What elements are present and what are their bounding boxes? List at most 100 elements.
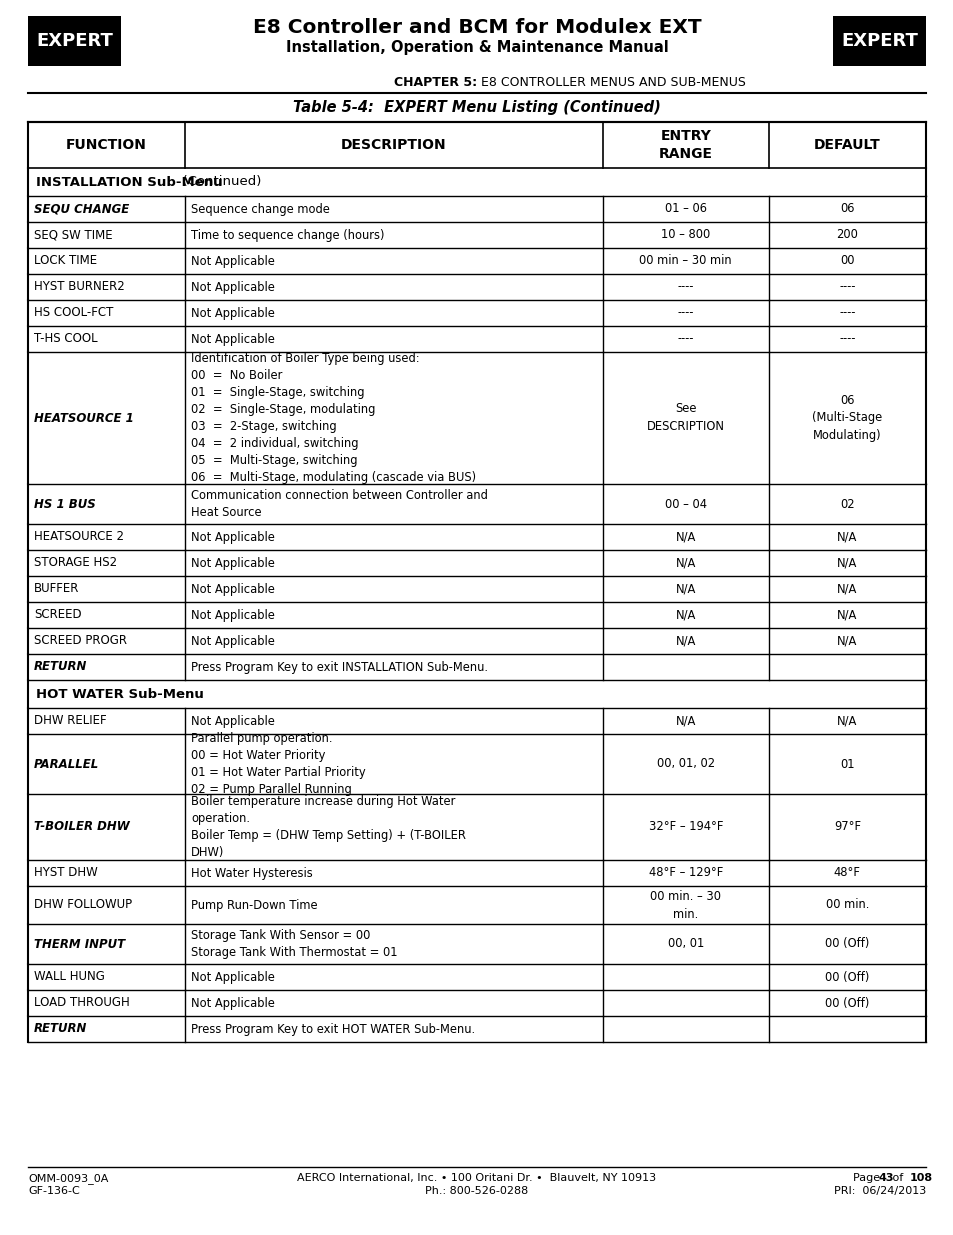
Text: Not Applicable: Not Applicable xyxy=(191,306,274,320)
Text: N/A: N/A xyxy=(675,557,696,569)
Text: N/A: N/A xyxy=(837,557,857,569)
Text: Table 5-4:  EXPERT Menu Listing (Continued): Table 5-4: EXPERT Menu Listing (Continue… xyxy=(293,100,660,115)
Text: 00 (Off): 00 (Off) xyxy=(824,997,869,1009)
Text: HS COOL-FCT: HS COOL-FCT xyxy=(34,306,113,320)
Text: 00, 01, 02: 00, 01, 02 xyxy=(656,757,714,771)
Text: ----: ---- xyxy=(839,332,855,346)
Text: Not Applicable: Not Applicable xyxy=(191,971,274,983)
Text: Ph.: 800-526-0288: Ph.: 800-526-0288 xyxy=(425,1186,528,1195)
Text: 10 – 800: 10 – 800 xyxy=(660,228,710,242)
Text: AERCO International, Inc. • 100 Oritani Dr. •  Blauvelt, NY 10913: AERCO International, Inc. • 100 Oritani … xyxy=(297,1173,656,1183)
Text: DESCRIPTION: DESCRIPTION xyxy=(341,138,446,152)
Text: Not Applicable: Not Applicable xyxy=(191,280,274,294)
Text: Not Applicable: Not Applicable xyxy=(191,715,274,727)
Text: 00, 01: 00, 01 xyxy=(667,937,703,951)
Text: CHAPTER 5:: CHAPTER 5: xyxy=(394,77,476,89)
Text: N/A: N/A xyxy=(837,715,857,727)
Text: 06
(Multi-Stage
Modulating): 06 (Multi-Stage Modulating) xyxy=(811,394,882,442)
Text: 00 min – 30 min: 00 min – 30 min xyxy=(639,254,731,268)
Text: 200: 200 xyxy=(836,228,858,242)
Text: INSTALLATION Sub-Menu: INSTALLATION Sub-Menu xyxy=(36,175,222,189)
Bar xyxy=(28,16,121,65)
Text: N/A: N/A xyxy=(675,635,696,647)
Text: EXPERT: EXPERT xyxy=(841,32,917,49)
Text: Not Applicable: Not Applicable xyxy=(191,609,274,621)
Text: Not Applicable: Not Applicable xyxy=(191,635,274,647)
Text: Boiler temperature increase during Hot Water
operation.
Boiler Temp = (DHW Temp : Boiler temperature increase during Hot W… xyxy=(191,795,466,860)
Text: PRI:  06/24/2013: PRI: 06/24/2013 xyxy=(833,1186,925,1195)
Text: 00: 00 xyxy=(840,254,854,268)
Text: HOT WATER Sub-Menu: HOT WATER Sub-Menu xyxy=(36,688,204,700)
Text: Not Applicable: Not Applicable xyxy=(191,531,274,543)
Text: 32°F – 194°F: 32°F – 194°F xyxy=(648,820,722,834)
Text: DHW FOLLOWUP: DHW FOLLOWUP xyxy=(34,899,132,911)
Text: Storage Tank With Sensor = 00
Storage Tank With Thermostat = 01: Storage Tank With Sensor = 00 Storage Ta… xyxy=(191,929,397,960)
Text: Installation, Operation & Maintenance Manual: Installation, Operation & Maintenance Ma… xyxy=(285,40,668,56)
Text: RETURN: RETURN xyxy=(34,661,88,673)
Text: (Continued): (Continued) xyxy=(173,175,261,189)
Text: DEFAULT: DEFAULT xyxy=(813,138,880,152)
Text: HS 1 BUS: HS 1 BUS xyxy=(34,498,95,510)
Text: 00 (Off): 00 (Off) xyxy=(824,937,869,951)
Text: Parallel pump operation.
00 = Hot Water Priority
01 = Hot Water Partial Priority: Parallel pump operation. 00 = Hot Water … xyxy=(191,732,365,797)
Text: ----: ---- xyxy=(677,332,694,346)
Text: Sequence change mode: Sequence change mode xyxy=(191,203,330,215)
Text: Press Program Key to exit INSTALLATION Sub-Menu.: Press Program Key to exit INSTALLATION S… xyxy=(191,661,488,673)
Text: Not Applicable: Not Applicable xyxy=(191,254,274,268)
Text: 48°F – 129°F: 48°F – 129°F xyxy=(648,867,722,879)
Bar xyxy=(832,16,925,65)
Text: ----: ---- xyxy=(839,280,855,294)
Text: STORAGE HS2: STORAGE HS2 xyxy=(34,557,117,569)
Text: RETURN: RETURN xyxy=(34,1023,88,1035)
Text: Press Program Key to exit HOT WATER Sub-Menu.: Press Program Key to exit HOT WATER Sub-… xyxy=(191,1023,475,1035)
Text: PARALLEL: PARALLEL xyxy=(34,757,99,771)
Text: E8 Controller and BCM for Modulex EXT: E8 Controller and BCM for Modulex EXT xyxy=(253,19,700,37)
Text: SEQU CHANGE: SEQU CHANGE xyxy=(34,203,129,215)
Text: 48°F: 48°F xyxy=(833,867,860,879)
Text: Pump Run-Down Time: Pump Run-Down Time xyxy=(191,899,317,911)
Text: OMM-0093_0A: OMM-0093_0A xyxy=(28,1173,109,1184)
Text: 00 min.: 00 min. xyxy=(825,899,868,911)
Text: N/A: N/A xyxy=(675,583,696,595)
Text: GF-136-C: GF-136-C xyxy=(28,1186,80,1195)
Text: N/A: N/A xyxy=(675,531,696,543)
Text: ----: ---- xyxy=(677,280,694,294)
Text: BUFFER: BUFFER xyxy=(34,583,79,595)
Text: of: of xyxy=(888,1173,906,1183)
Text: 01: 01 xyxy=(840,757,854,771)
Text: Not Applicable: Not Applicable xyxy=(191,332,274,346)
Text: 02: 02 xyxy=(840,498,854,510)
Text: N/A: N/A xyxy=(837,609,857,621)
Text: THERM INPUT: THERM INPUT xyxy=(34,937,125,951)
Text: Not Applicable: Not Applicable xyxy=(191,557,274,569)
Text: ----: ---- xyxy=(677,306,694,320)
Text: SCREED PROGR: SCREED PROGR xyxy=(34,635,127,647)
Text: Communication connection between Controller and
Heat Source: Communication connection between Control… xyxy=(191,489,488,519)
Text: N/A: N/A xyxy=(675,715,696,727)
Text: N/A: N/A xyxy=(837,583,857,595)
Text: 97°F: 97°F xyxy=(833,820,861,834)
Text: 00 (Off): 00 (Off) xyxy=(824,971,869,983)
Text: ----: ---- xyxy=(839,306,855,320)
Text: 108: 108 xyxy=(908,1173,932,1183)
Text: DHW RELIEF: DHW RELIEF xyxy=(34,715,107,727)
Text: SCREED: SCREED xyxy=(34,609,82,621)
Text: T-HS COOL: T-HS COOL xyxy=(34,332,97,346)
Text: Hot Water Hysteresis: Hot Water Hysteresis xyxy=(191,867,313,879)
Text: 00 min. – 30
min.: 00 min. – 30 min. xyxy=(650,889,720,920)
Text: SEQ SW TIME: SEQ SW TIME xyxy=(34,228,112,242)
Text: ENTRY
RANGE: ENTRY RANGE xyxy=(659,130,712,161)
Text: Not Applicable: Not Applicable xyxy=(191,997,274,1009)
Text: FUNCTION: FUNCTION xyxy=(66,138,147,152)
Text: 01 – 06: 01 – 06 xyxy=(664,203,706,215)
Text: 06: 06 xyxy=(840,203,854,215)
Text: Page: Page xyxy=(853,1173,883,1183)
Text: Time to sequence change (hours): Time to sequence change (hours) xyxy=(191,228,384,242)
Text: N/A: N/A xyxy=(837,531,857,543)
Text: E8 CONTROLLER MENUS AND SUB-MENUS: E8 CONTROLLER MENUS AND SUB-MENUS xyxy=(476,77,745,89)
Text: See
DESCRIPTION: See DESCRIPTION xyxy=(646,403,724,433)
Text: N/A: N/A xyxy=(837,635,857,647)
Text: 00 – 04: 00 – 04 xyxy=(664,498,706,510)
Text: WALL HUNG: WALL HUNG xyxy=(34,971,105,983)
Text: HEATSOURCE 1: HEATSOURCE 1 xyxy=(34,411,133,425)
